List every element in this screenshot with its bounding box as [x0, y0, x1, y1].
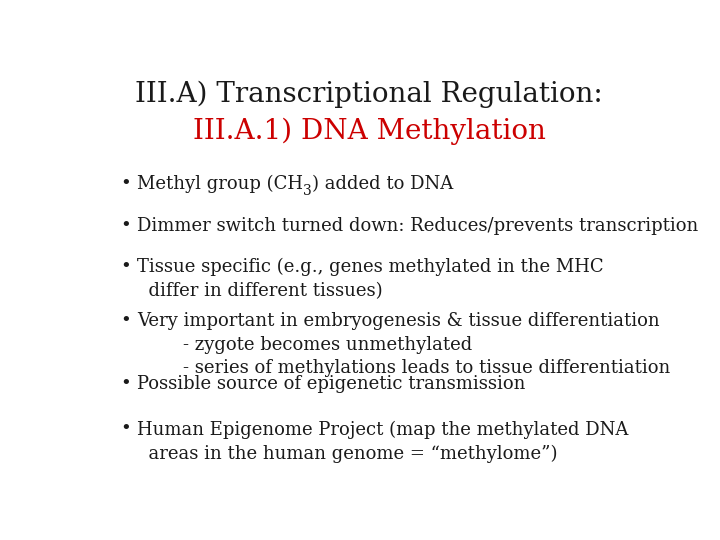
Text: Very important in embryogenesis & tissue differentiation
        - zygote become: Very important in embryogenesis & tissue…: [138, 312, 671, 377]
Text: •: •: [121, 420, 132, 438]
Text: III.A.1) DNA Methylation: III.A.1) DNA Methylation: [192, 118, 546, 145]
Text: Human Epigenome Project (map the methylated DNA
  areas in the human genome = “m: Human Epigenome Project (map the methyla…: [138, 420, 629, 462]
Text: Possible source of epigenetic transmission: Possible source of epigenetic transmissi…: [138, 375, 526, 393]
Text: •: •: [121, 217, 132, 234]
Text: Dimmer switch turned down: Reduces/prevents transcription: Dimmer switch turned down: Reduces/preve…: [138, 217, 698, 234]
Text: •: •: [121, 375, 132, 393]
Text: •: •: [121, 175, 132, 193]
Text: III.A) Transcriptional Regulation:: III.A) Transcriptional Regulation:: [135, 80, 603, 107]
Text: ) added to DNA: ) added to DNA: [312, 175, 454, 193]
Text: •: •: [121, 312, 132, 330]
Text: •: •: [121, 258, 132, 276]
Text: Tissue specific (e.g., genes methylated in the MHC
  differ in different tissues: Tissue specific (e.g., genes methylated …: [138, 258, 604, 300]
Text: 3: 3: [303, 184, 312, 198]
Text: Methyl group (CH: Methyl group (CH: [138, 175, 303, 193]
Text: 3: 3: [303, 184, 312, 198]
